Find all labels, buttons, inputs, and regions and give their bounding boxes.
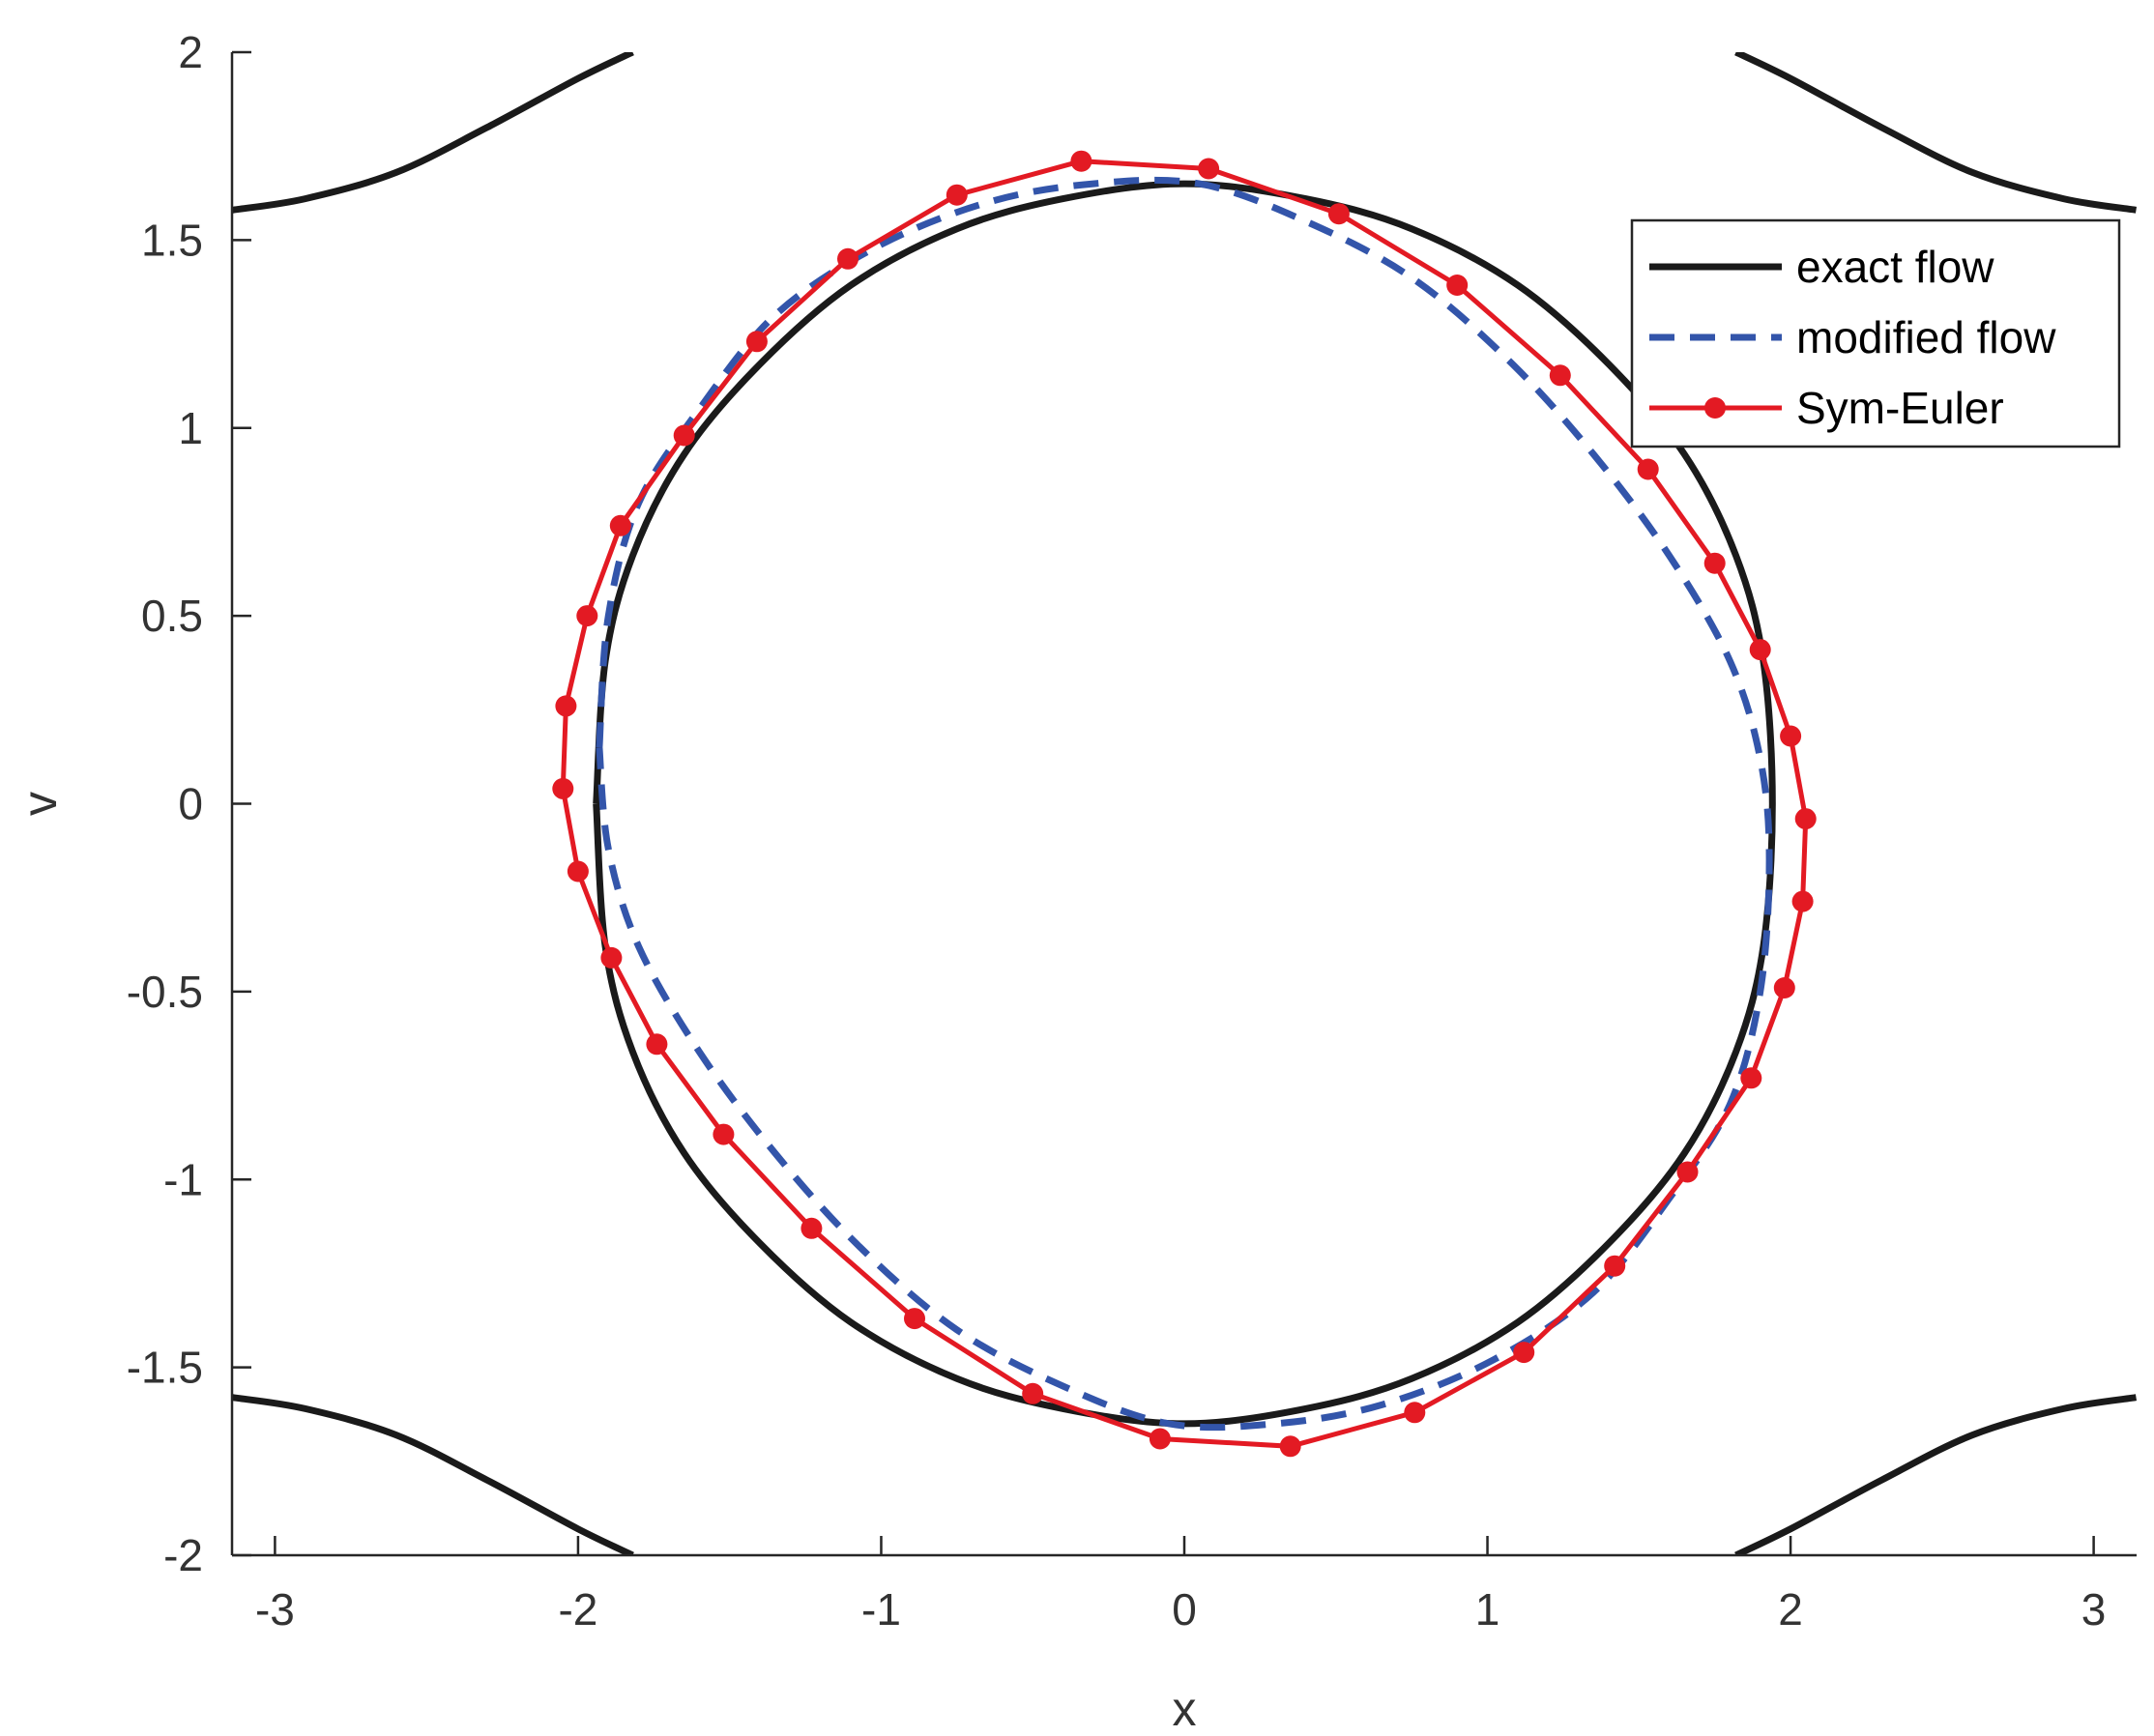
axes-layer: -3 -2 -1 0 1 2 3 -2 -1.5 -1 -0.5 0 0.5 1 1.5 2 (127, 27, 2137, 1635)
sym-euler-point (1604, 1255, 1626, 1277)
sym-euler-point (1740, 1067, 1762, 1089)
legend-label-1: exact flow (1796, 242, 1994, 292)
y-tick-label: 0 (178, 779, 203, 829)
sym-euler-point (1703, 552, 1726, 574)
sym-euler-point (800, 1217, 823, 1239)
sym-euler-point (1773, 977, 1795, 998)
exact-flow-arc-3 (232, 1394, 634, 1555)
y-tick-label: 2 (178, 27, 203, 77)
sym-euler-point (1676, 1161, 1699, 1183)
x-tick-label: -1 (861, 1584, 901, 1635)
legend-label-2: modified flow (1796, 312, 2056, 362)
sym-euler-point (946, 184, 968, 206)
exact-flow-arc-1 (232, 52, 634, 214)
y-tick-label: 0.5 (141, 591, 203, 641)
sym-euler-point (1070, 150, 1092, 172)
x-tick-label: -2 (558, 1584, 597, 1635)
x-tick-label: 2 (1778, 1584, 1803, 1635)
sym-euler-point (1022, 1382, 1044, 1404)
sym-euler-point (1794, 808, 1817, 830)
legend-label-3: Sym-Euler (1796, 383, 2004, 433)
x-axis-title: x (1173, 1682, 1197, 1736)
sym-euler-point (1549, 364, 1571, 387)
series-layer (232, 52, 2137, 1555)
sym-euler-point (567, 860, 589, 882)
sym-euler-point (1446, 275, 1469, 296)
x-tick-label: 3 (2081, 1584, 2107, 1635)
exact-flow-orbit-line (593, 180, 1776, 1428)
x-tick-label: 1 (1475, 1584, 1500, 1635)
sym-euler-point (904, 1308, 925, 1330)
y-tick-label: -0.5 (127, 967, 203, 1017)
sym-euler-point (837, 247, 859, 270)
sym-euler-point (646, 1033, 668, 1056)
sym-euler-point (1149, 1428, 1171, 1450)
sym-euler-point (1404, 1402, 1426, 1424)
y-tick-label: -2 (163, 1530, 203, 1580)
sym-euler-point (1327, 203, 1350, 225)
modified-flow-line (596, 176, 1773, 1432)
sym-euler-point (673, 424, 695, 447)
legend: exact flow modified flow Sym-Euler (1630, 218, 2121, 448)
legend-marker (1704, 397, 1726, 419)
y-tick-label: 1.5 (141, 215, 203, 265)
sym-euler-point (1791, 890, 1814, 912)
exact-flow-arc-2 (1734, 52, 2137, 214)
y-tick-label: -1 (163, 1154, 203, 1204)
sym-euler-point (1198, 158, 1220, 180)
sym-euler-point (576, 605, 598, 627)
sym-euler-point (713, 1123, 735, 1145)
sym-euler-point (1637, 458, 1659, 480)
x-tick-label: -3 (255, 1584, 295, 1635)
sym-euler-point (600, 946, 623, 969)
y-tick-label: -1.5 (127, 1343, 203, 1393)
y-axis-title: v (13, 792, 67, 816)
exact-flow-arc-4 (1734, 1394, 2137, 1555)
sym-euler-point (1279, 1435, 1301, 1458)
sym-euler-point (1513, 1342, 1535, 1364)
y-tick-label: 1 (178, 403, 203, 453)
sym-euler-point (552, 777, 574, 799)
sym-euler-point (609, 514, 631, 536)
sym-euler-point (555, 695, 577, 717)
sym-euler-point (1749, 639, 1771, 661)
sym-euler-point (1780, 725, 1802, 747)
x-tick-label: 0 (1172, 1584, 1197, 1635)
sym-euler-point (745, 331, 768, 353)
